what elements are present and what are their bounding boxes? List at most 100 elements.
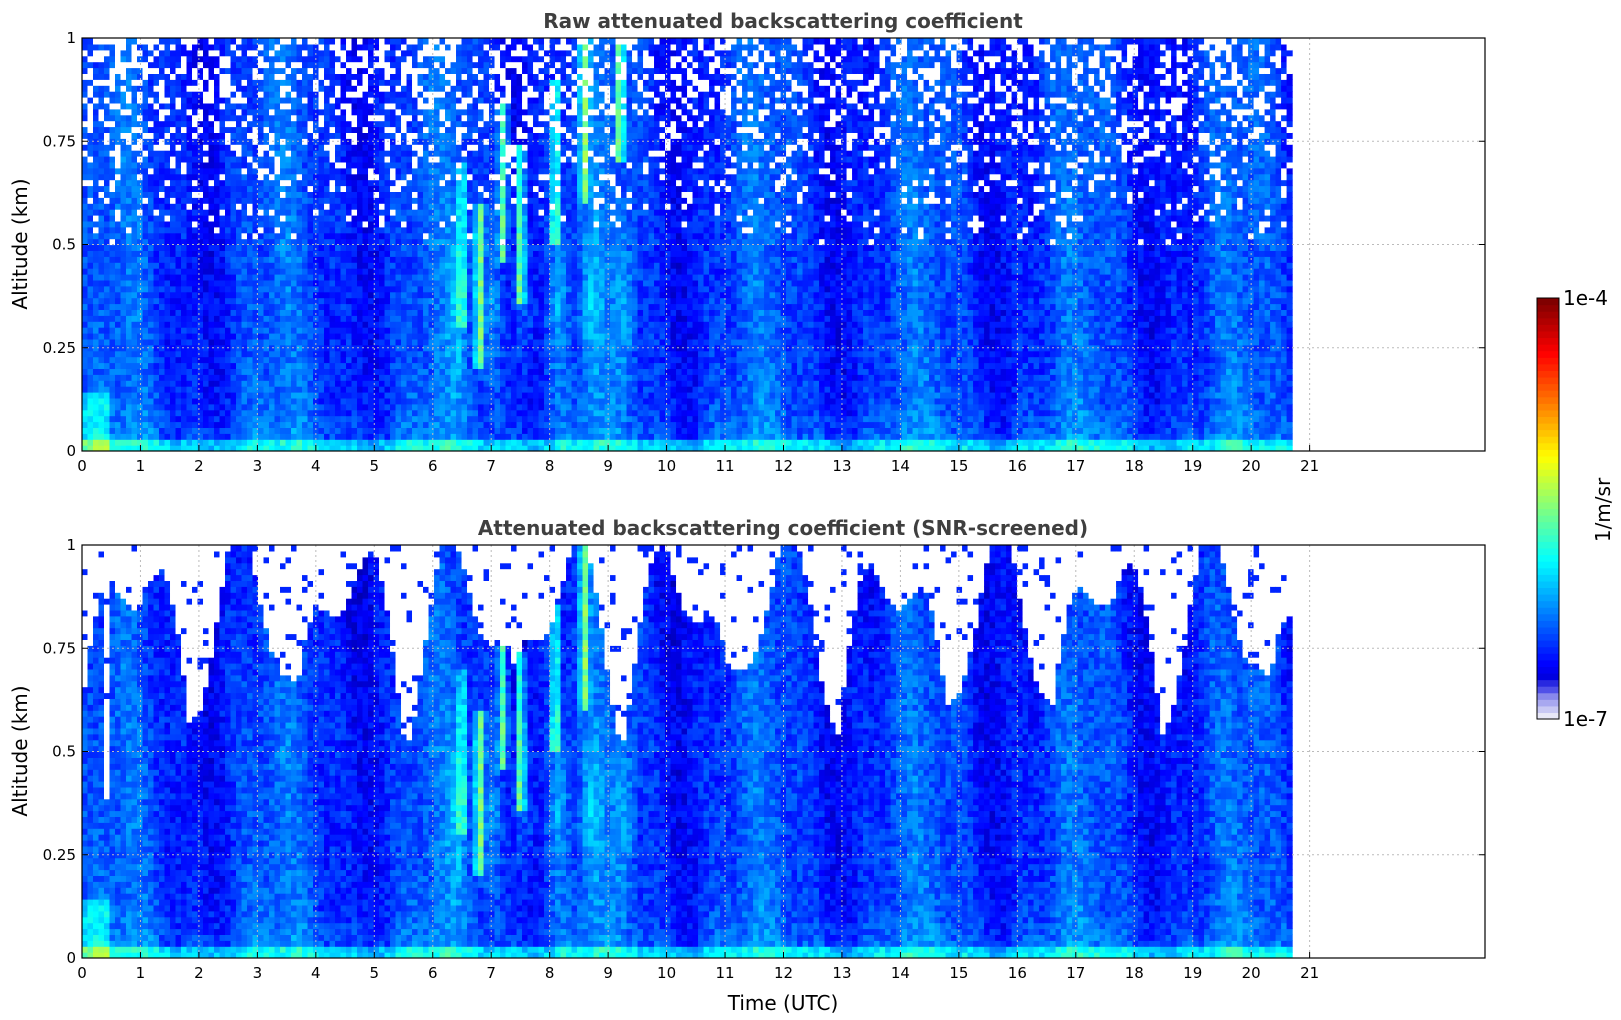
heatmap-cell [175,374,182,381]
heatmap-cell [456,386,463,393]
heatmap-cell [401,439,408,446]
heatmap-cell [230,338,237,346]
heatmap-cell [390,226,397,234]
heatmap-cell [423,209,430,216]
heatmap-cell [401,197,408,204]
heatmap-cell [362,73,369,80]
heatmap-cell [362,439,369,446]
heatmap-cell [274,85,281,92]
heatmap-cell [93,409,100,417]
heatmap-cell [406,291,413,299]
heatmap-cell [197,327,204,334]
heatmap-cell [82,185,89,192]
heatmap-cell [307,380,314,387]
heatmap-cell [142,132,149,139]
heatmap-cell [203,220,210,228]
heatmap-cell [219,49,226,57]
heatmap-cell [230,291,237,299]
heatmap-cell [379,150,386,157]
heatmap-cell [170,433,177,440]
heatmap-cell [109,362,116,369]
heatmap-cell [230,185,237,192]
heatmap-cell [428,91,435,98]
heatmap-cell [115,161,122,169]
heatmap-cell [379,285,386,293]
heatmap-cell [329,297,336,305]
heatmap-cell [230,232,237,240]
heatmap-cell [170,114,177,122]
heatmap-cell [384,232,391,240]
heatmap-cell [472,403,479,411]
heatmap-cell [153,285,160,293]
heatmap-cell [384,421,391,428]
heatmap-cell [373,380,380,387]
heatmap-cell [302,61,309,69]
heatmap-cell [406,120,413,128]
heatmap-cell [373,256,380,263]
heatmap-cell [395,203,402,210]
heatmap-cell [230,285,237,293]
heatmap-cell [445,338,452,346]
heatmap-cell [115,315,122,322]
heatmap-cell [192,403,199,411]
heatmap-cell [197,262,204,269]
heatmap-cell [357,244,364,251]
heatmap-cell [368,244,375,251]
heatmap-cell [175,321,182,328]
heatmap-cell [406,368,413,375]
heatmap-cell [423,191,430,198]
heatmap-cell [351,274,358,281]
heatmap-cell [82,409,89,417]
heatmap-cell [131,108,138,116]
heatmap-cell [104,315,111,322]
heatmap-cell [379,433,386,440]
heatmap-cell [82,161,89,169]
heatmap-cell [153,445,160,451]
heatmap-cell [384,256,391,263]
heatmap-cell [203,368,210,375]
heatmap-cell [351,203,358,210]
heatmap-cell [214,427,221,434]
heatmap-cell [313,262,320,269]
heatmap-cell [269,179,276,187]
heatmap-cell [247,374,254,381]
heatmap-cell [269,173,276,181]
heatmap-cell [137,392,144,399]
heatmap-cell [302,161,309,169]
heatmap-cell [395,392,402,399]
heatmap-cell [357,439,364,446]
heatmap-cell [324,126,331,133]
heatmap-cell [159,362,166,369]
heatmap-cell [236,356,243,364]
heatmap-cell [340,97,347,104]
heatmap-cell [456,368,463,375]
heatmap-cell [252,415,259,423]
heatmap-cell [186,185,193,192]
heatmap-cell [87,309,94,316]
heatmap-cell [428,43,435,51]
heatmap-cell [329,368,336,375]
heatmap-cell [280,238,287,246]
heatmap-cell [340,297,347,305]
heatmap-cell [346,85,353,92]
heatmap-cell [159,374,166,381]
heatmap-cell [307,327,314,334]
heatmap-cell [208,362,215,369]
heatmap-cell [406,321,413,328]
heatmap-cell [390,291,397,299]
heatmap-cell [412,203,419,210]
heatmap-cell [362,333,369,340]
heatmap-cell [291,279,298,287]
heatmap-cell [362,49,369,57]
heatmap-cell [186,97,193,104]
heatmap-cell [104,279,111,287]
heatmap-cell [351,55,358,63]
heatmap-cell [357,421,364,428]
heatmap-cell [203,67,210,74]
heatmap-cell [126,409,133,417]
heatmap-cell [324,150,331,157]
heatmap-cell [137,397,144,405]
heatmap-cell [351,61,358,69]
heatmap-cell [230,250,237,257]
heatmap-cell [192,344,199,352]
